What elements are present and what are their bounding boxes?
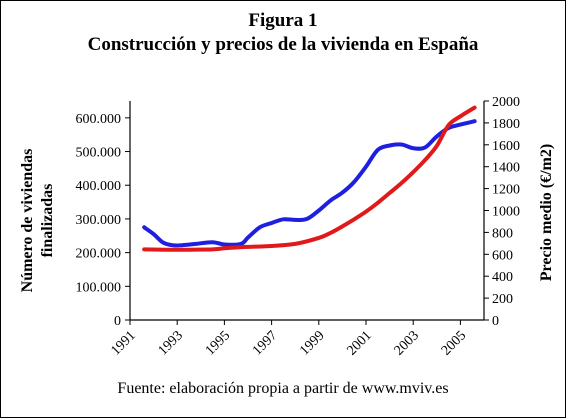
right-tick-label: 1200: [492, 183, 520, 198]
left-axis-label: Número de viviendas: [19, 149, 36, 293]
x-tick-label: 1993: [156, 328, 186, 358]
right-tick-label: 600: [492, 248, 513, 263]
right-tick-label: 2000: [492, 95, 520, 110]
x-tick-label: 1997: [250, 328, 280, 358]
right-axis-label: Precio medio (€/m2): [538, 144, 555, 281]
construction-line: [142, 119, 477, 248]
right-tick-label: 800: [492, 226, 513, 241]
left-tick-label: 300.000: [76, 213, 122, 228]
x-tick-label: 1999: [297, 328, 327, 358]
right-tick-label: 1000: [492, 205, 520, 220]
left-tick-label: 600.000: [76, 112, 122, 127]
figure-subtitle: Construcción y precios de la vivienda en…: [87, 34, 479, 55]
left-axis-label: finalizadas: [39, 184, 56, 258]
right-tick-label: 1800: [492, 117, 520, 132]
x-tick-label: 2005: [439, 328, 469, 358]
left-tick-label: 100.000: [76, 280, 122, 295]
price-line: [142, 105, 477, 252]
source-note: Fuente: elaboración propia a partir de w…: [117, 380, 449, 397]
x-tick-label: 2001: [344, 328, 374, 358]
figure-titles: Figura 1 Construcción y precios de la vi…: [0, 9, 566, 57]
right-tick-label: 0: [492, 314, 499, 329]
plot-area: 0 100.000 200.000 300.000 400.000 500.000 600.…: [19, 95, 555, 359]
x-tick-label: 1991: [108, 328, 138, 358]
right-tick-label: 400: [492, 270, 513, 285]
right-tick-label: 1600: [492, 139, 520, 154]
left-tick-label: 0: [114, 314, 121, 329]
left-tick-label: 200.000: [76, 247, 122, 262]
left-tick-label: 500.000: [76, 146, 122, 161]
left-tick-label: 400.000: [76, 179, 122, 194]
right-tick-label: 1400: [492, 161, 520, 176]
right-tick-label: 200: [492, 292, 513, 307]
x-tick-label: 2003: [392, 328, 422, 358]
x-tick-label: 1995: [203, 328, 233, 358]
figure-title: Figura 1: [248, 10, 318, 31]
